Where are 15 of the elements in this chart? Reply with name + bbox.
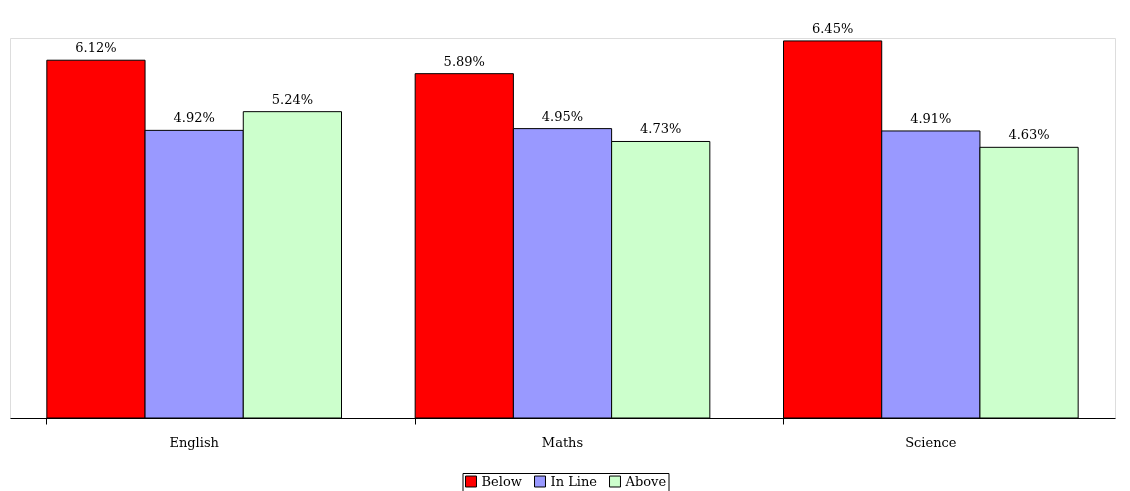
data-label: 4.73% <box>640 121 682 137</box>
x-tick-label: English <box>169 434 220 450</box>
legend-label: Below <box>481 473 522 489</box>
data-label: 4.63% <box>1008 127 1050 143</box>
legend-label: Above <box>624 473 667 489</box>
legend-label: In Line <box>550 473 598 489</box>
x-tick-label: Maths <box>541 434 584 450</box>
data-label: 6.45% <box>811 20 854 36</box>
data-label: 4.91% <box>910 110 952 126</box>
data-label: 4.95% <box>541 108 584 124</box>
data-label: 6.12% <box>75 40 117 56</box>
data-label: 4.92% <box>173 110 215 126</box>
x-tick-label: Science <box>905 434 957 450</box>
data-label: 5.24% <box>271 91 314 107</box>
data-label: 5.89% <box>443 53 485 69</box>
